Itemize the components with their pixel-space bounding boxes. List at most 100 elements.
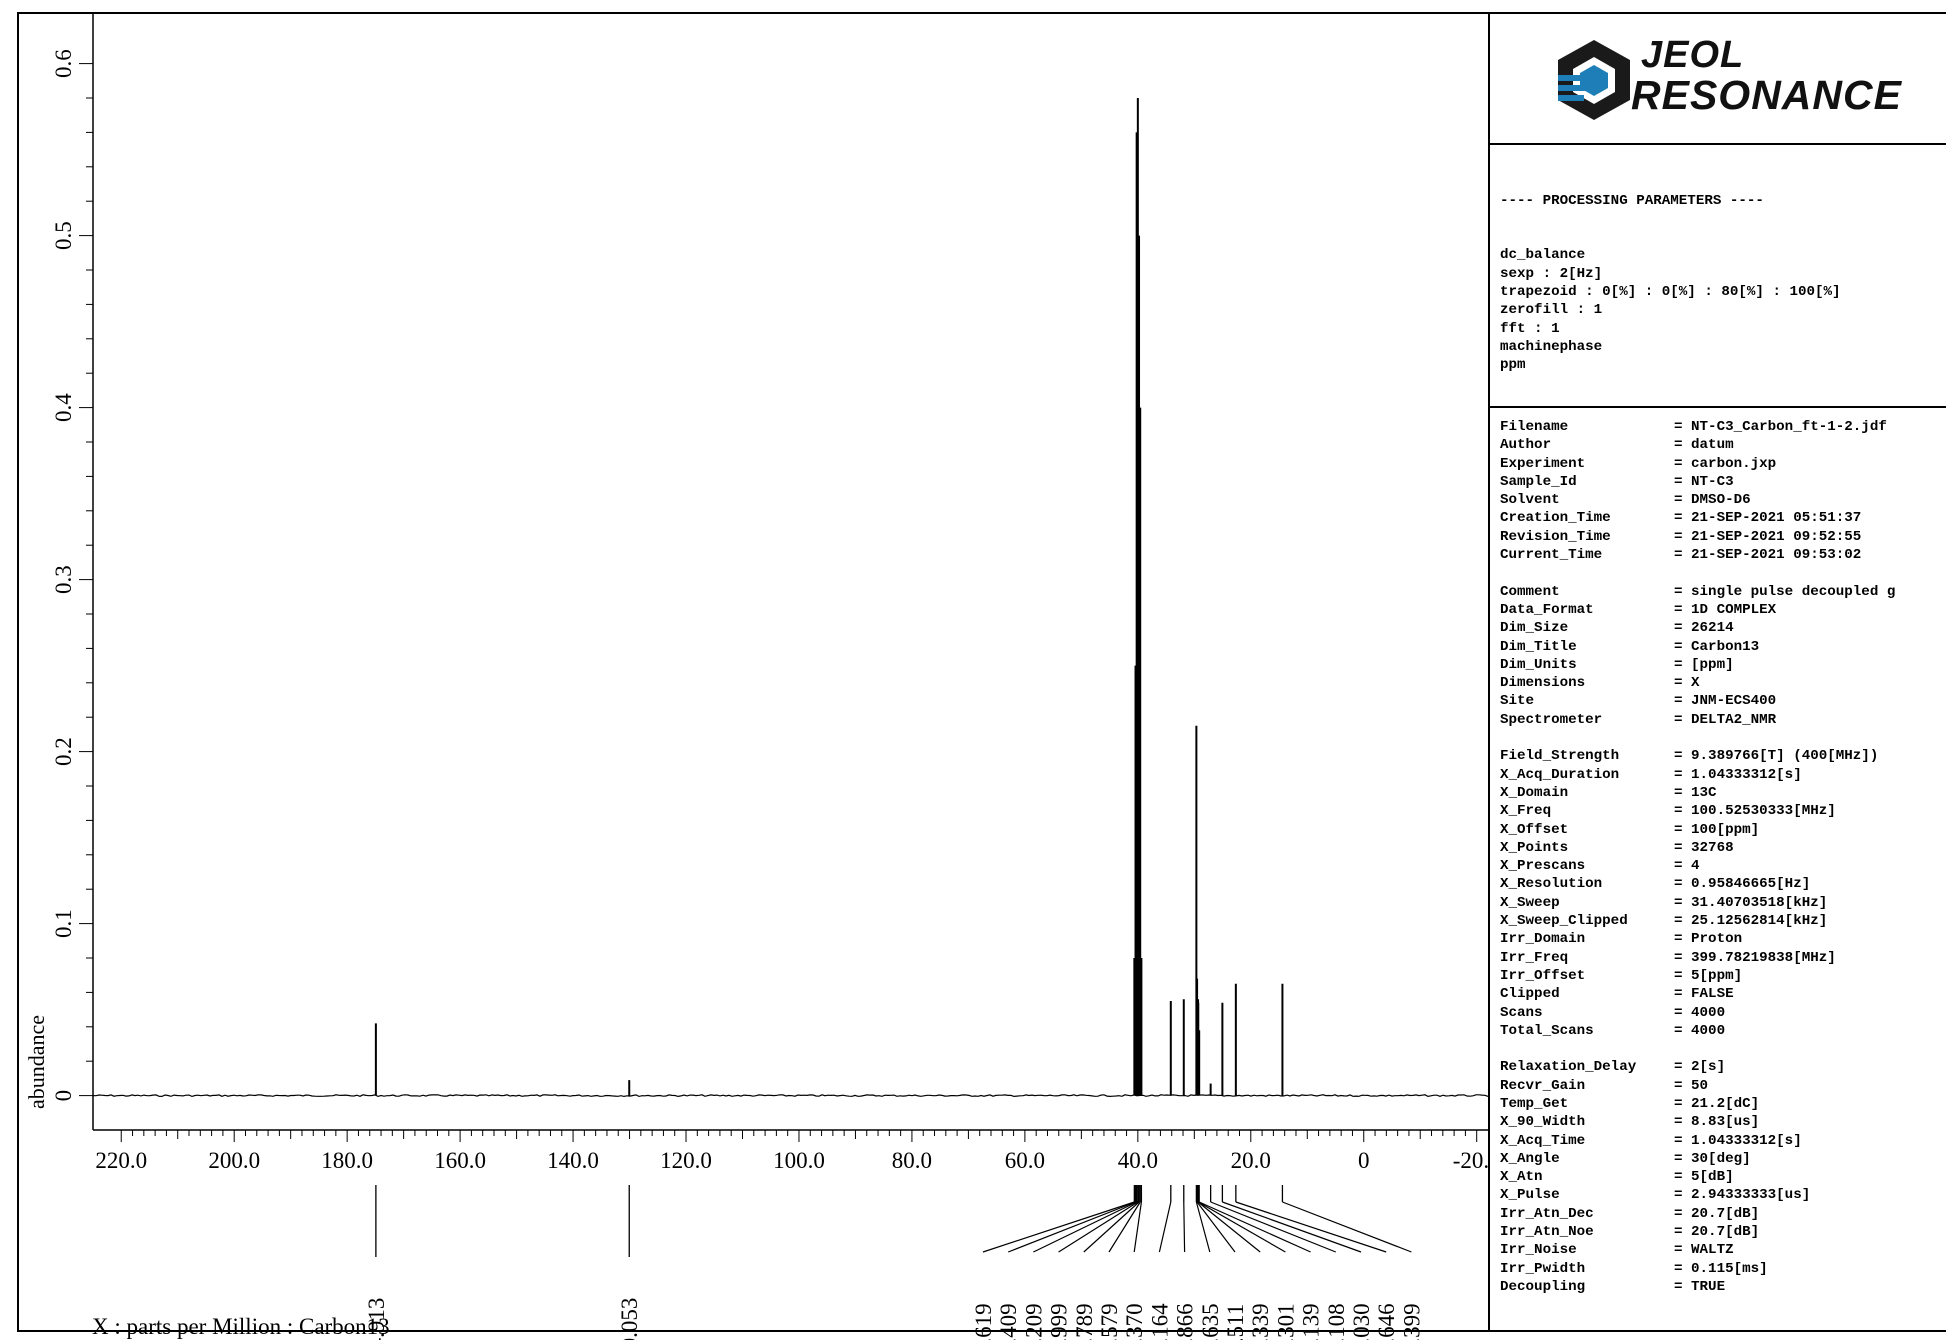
y-tick-label: 0.3 (51, 565, 76, 594)
brand-line-1: JEOL (1641, 34, 1745, 76)
parameter-value: = 31.40703518[kHz] (1674, 894, 1828, 911)
peak-label: 40.209 (1021, 1303, 1046, 1340)
parameter-row: Field_Strength = 9.389766[T] (400[MHz]) (1500, 747, 1946, 765)
parameter-value: = 100.52530333[MHz] (1674, 803, 1836, 820)
parameter-row: X_Sweep_Clipped = 25.12562814[kHz] (1500, 912, 1946, 930)
parameter-key: Author (1500, 437, 1552, 454)
parameter-row: Dim_Size = 26214 (1500, 619, 1946, 637)
peak-label: 29.511 (1223, 1304, 1248, 1340)
parameter-row: Irr_Offset = 5[ppm] (1500, 967, 1946, 985)
parameter-key: Total_Scans (1500, 1022, 1594, 1039)
processing-line: ppm (1500, 357, 1526, 374)
parameter-row: Dimensions = X (1500, 674, 1946, 692)
parameter-value: = 21-SEP-2021 05:51:37 (1674, 510, 1862, 527)
peak-leader-line (1198, 1201, 1311, 1253)
parameter-key: X_Offset (1500, 821, 1569, 838)
parameter-row: Site = JNM-ECS400 (1500, 692, 1946, 710)
peak-label: 39.370 (1122, 1303, 1147, 1340)
parameter-value: = NT-C3_Carbon_ft-1-2.jdf (1674, 419, 1887, 435)
peak-labels: 174.913 130.053 40.619 40.409 40.209 39.999 39… (364, 1185, 1424, 1340)
parameter-row: Irr_Atn_Noe = 20.7[dB] (1500, 1223, 1946, 1241)
parameter-row: X_Sweep = 31.40703518[kHz] (1500, 894, 1946, 912)
jeol-logo: JEOL RESONANCE (1490, 12, 1946, 145)
x-tick-label: -20.0 (1453, 1148, 1488, 1173)
x-tick-label: 40.0 (1118, 1148, 1158, 1173)
parameter-row: Current_Time = 21-SEP-2021 09:53:02 (1500, 546, 1946, 564)
parameter-value: = 5[ppm] (1674, 967, 1743, 984)
parameter-value: = JNM-ECS400 (1674, 693, 1777, 710)
parameter-value: = X (1674, 675, 1700, 692)
parameter-row: X_90_Width = 8.83[us] (1500, 1113, 1946, 1131)
parameter-key: Scans (1500, 1004, 1543, 1021)
chart-axes: 0 0.1 0.2 0.3 0.4 0.5 0.6 220.0 200.0 180.0 160.0 1… (51, 12, 1488, 1173)
peak-label: 130.053 (617, 1298, 642, 1340)
parameter-value: = 5[dB] (1674, 1169, 1734, 1186)
parameter-value: = 20.7[dB] (1674, 1205, 1760, 1222)
parameter-key: Irr_Atn_Noe (1500, 1224, 1594, 1241)
parameter-value: = 100[ppm] (1674, 821, 1760, 838)
parameter-key: Dim_Units (1500, 656, 1577, 673)
parameter-row: Irr_Noise = WALTZ (1500, 1241, 1946, 1259)
parameter-row: Dim_Units = [ppm] (1500, 656, 1946, 674)
parameter-value: = 32768 (1674, 839, 1734, 856)
parameter-value: = 4000 (1674, 1022, 1726, 1039)
parameter-key: X_Acq_Time (1500, 1132, 1586, 1149)
parameter-row: Scans = 4000 (1500, 1004, 1946, 1022)
parameter-key: X_Sweep (1500, 894, 1560, 911)
peak-leader-line (982, 1201, 1135, 1253)
parameter-row: Author = datum (1500, 436, 1946, 454)
peak-leader-line (1195, 1201, 1211, 1253)
parameter-row: X_Pulse = 2.94333333[us] (1500, 1186, 1946, 1204)
parameter-value: = 25.12562814[kHz] (1674, 913, 1828, 930)
peak-label: 39.579 (1097, 1303, 1122, 1340)
parameter-value: = 1D COMPLEX (1674, 601, 1777, 618)
spectrum-trace (92, 98, 1488, 1098)
parameter-row: Experiment = carbon.jxp (1500, 455, 1946, 473)
parameter-row: Filename = NT-C3_Carbon_ft-1-2.jdf (1500, 418, 1946, 436)
parameter-key: Irr_Freq (1500, 949, 1569, 966)
parameter-value: = 26214 (1674, 620, 1734, 637)
brand-line-2: RESONANCE (1631, 72, 1902, 118)
parameter-row: X_Points = 32768 (1500, 839, 1946, 857)
parameter-value: = 4 (1674, 858, 1700, 875)
peak-leader-line (1033, 1201, 1137, 1253)
parameter-row: Sample_Id = NT-C3 (1500, 473, 1946, 491)
acquisition-parameters: Filename = NT-C3_Carbon_ft-1-2.jdf Author =… (1490, 408, 1946, 1332)
parameter-key: X_Points (1500, 839, 1569, 856)
parameter-key: Comment (1500, 583, 1560, 600)
parameter-row: X_Prescans = 4 (1500, 857, 1946, 875)
parameter-value: = 0.95846665[Hz] (1674, 876, 1811, 893)
parameter-row: Total_Scans = 4000 (1500, 1022, 1946, 1040)
parameter-value: = 2.94333333[us] (1674, 1187, 1811, 1204)
parameter-key: Decoupling (1500, 1278, 1586, 1295)
parameter-key: Spectrometer (1500, 711, 1603, 728)
parameter-value: = Carbon13 (1674, 638, 1760, 655)
parameter-value: = 0.115[ms] (1674, 1260, 1768, 1277)
y-tick-label: 0.4 (51, 393, 76, 422)
parameter-row: Data_Format = 1D COMPLEX (1500, 601, 1946, 619)
parameter-key: X_Freq (1500, 803, 1552, 820)
parameter-value: = datum (1674, 437, 1734, 454)
peak-leader-line (1196, 1201, 1236, 1253)
parameter-value: = 8.83[us] (1674, 1114, 1760, 1131)
baseline-noise (92, 1094, 1488, 1098)
parameter-row: Irr_Pwidth = 0.115[ms] (1500, 1260, 1946, 1278)
parameter-key: Relaxation_Delay (1500, 1059, 1637, 1076)
parameter-key: Irr_Pwidth (1500, 1260, 1586, 1277)
parameter-value: = 1.04333312[s] (1674, 1132, 1802, 1149)
parameter-key: Irr_Noise (1500, 1242, 1577, 1259)
x-tick-label: 200.0 (208, 1148, 260, 1173)
processing-line: fft : 1 (1500, 320, 1560, 337)
x-tick-label: 180.0 (321, 1148, 373, 1173)
peak-label: 40.409 (996, 1303, 1021, 1340)
parameter-value: = 50 (1674, 1077, 1709, 1094)
parameter-key: Irr_Atn_Dec (1500, 1205, 1594, 1222)
parameter-row: Irr_Atn_Dec = 20.7[dB] (1500, 1205, 1946, 1223)
x-tick-label: 120.0 (660, 1148, 712, 1173)
parameter-row: Solvent = DMSO-D6 (1500, 491, 1946, 509)
processing-line: zerofill : 1 (1500, 302, 1603, 319)
info-panel: JEOL RESONANCE ---- PROCESSING PARAMETER… (1488, 12, 1946, 1332)
x-tick-label: 60.0 (1005, 1148, 1045, 1173)
processing-line: machinephase (1500, 338, 1603, 355)
x-tick-label: 140.0 (547, 1148, 599, 1173)
